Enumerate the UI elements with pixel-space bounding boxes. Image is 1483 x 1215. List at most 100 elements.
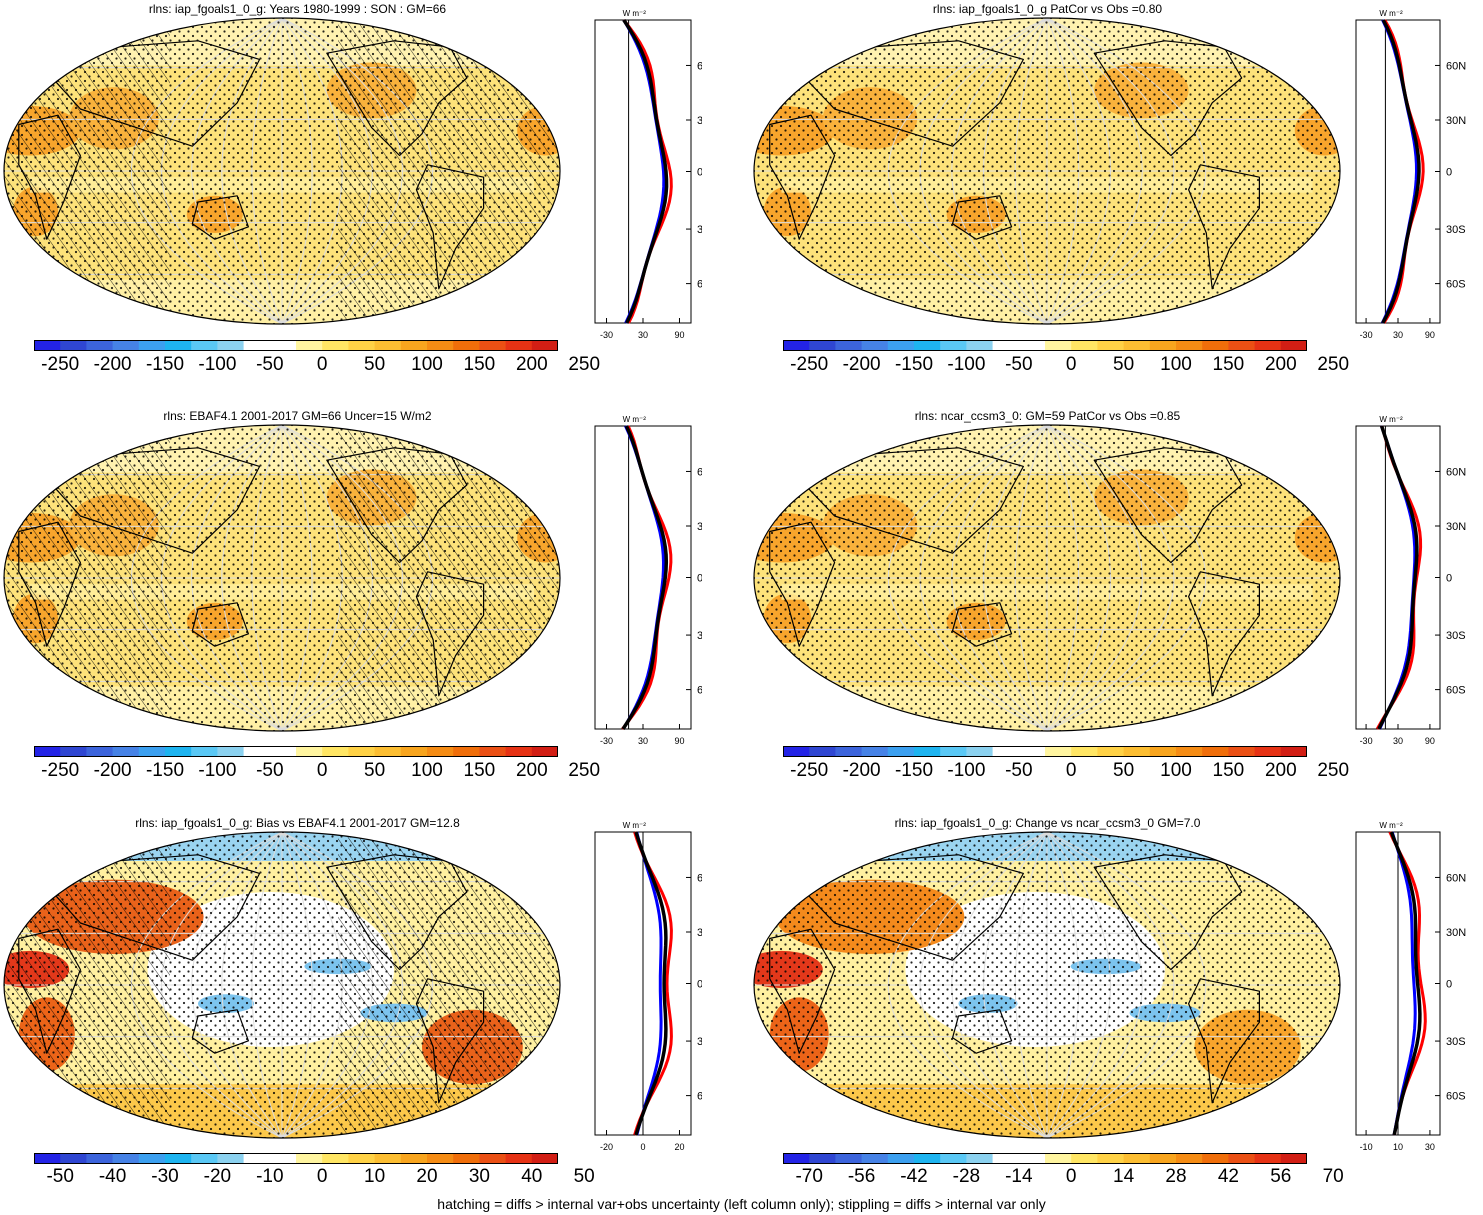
zonal-x-tick-label: 30 bbox=[638, 330, 648, 340]
colorbar-swatch bbox=[1123, 1153, 1151, 1164]
colorbar-tick-label: -30 bbox=[151, 1166, 179, 1187]
colorbar-tick-label: -100 bbox=[947, 354, 986, 375]
colorbar-swatch bbox=[887, 340, 915, 351]
colorbar-swatch bbox=[269, 1153, 297, 1164]
colorbar-swatch bbox=[783, 340, 810, 351]
lat-tick-label: 0 bbox=[1446, 573, 1452, 585]
lat-tick-label: 30N bbox=[1446, 927, 1466, 939]
colorbar-5 bbox=[34, 1153, 558, 1164]
colorbar-swatch bbox=[86, 1153, 114, 1164]
colorbar-swatch bbox=[1280, 746, 1307, 757]
zonal-x-tick-label: 90 bbox=[1425, 736, 1435, 746]
colorbar-swatch bbox=[112, 746, 140, 757]
coastline bbox=[1252, 27, 1296, 60]
colorbar-swatch bbox=[861, 1153, 889, 1164]
colorbar-swatch bbox=[348, 340, 376, 351]
colorbar-tick-label: 0 bbox=[316, 760, 328, 781]
lat-tick-label: 30N bbox=[697, 521, 702, 533]
lat-tick-label: 60N bbox=[697, 60, 702, 72]
colorbar-tick-label: 200 bbox=[1264, 760, 1297, 781]
colorbar-tick-label: 100 bbox=[411, 760, 443, 781]
colorbar-swatch bbox=[966, 340, 994, 351]
zonal-x-tick-label: -10 bbox=[1360, 1142, 1373, 1152]
colorbar-frame bbox=[783, 340, 1307, 351]
colorbar-tick-label: -40 bbox=[98, 1166, 127, 1187]
colorbar-swatch bbox=[505, 340, 533, 351]
zonal-x-tick-label: 30 bbox=[1393, 736, 1403, 746]
map-panel-1 bbox=[3, 17, 561, 325]
colorbar-tick-label: -42 bbox=[900, 1166, 928, 1187]
lat-tick-label: 0 bbox=[1446, 167, 1452, 179]
colorbar-swatch bbox=[1071, 1153, 1098, 1164]
zonal-mean-panel-4: W m⁻² 60N 30N 0 30S 60S -30 30 90 bbox=[1355, 415, 1466, 746]
colorbar-swatch bbox=[165, 746, 192, 757]
map-panel-2 bbox=[753, 17, 1341, 325]
lat-tick-label: 30N bbox=[697, 115, 702, 127]
colorbar-swatch bbox=[887, 746, 915, 757]
coastline bbox=[1252, 841, 1296, 874]
colorbar-tick-label: 40 bbox=[521, 1166, 543, 1187]
lat-tick-label: 30S bbox=[1446, 630, 1466, 642]
colorbar-tick-label: -50 bbox=[46, 1166, 74, 1187]
colorbar-swatch bbox=[34, 1153, 61, 1164]
colorbar-swatch bbox=[1018, 746, 1046, 757]
colorbar-swatch bbox=[1018, 340, 1046, 351]
colorbar-labels-5: -50 -40 -30 -20 -10 0 10 20 30 40 50 bbox=[34, 1166, 594, 1190]
colorbar-swatch bbox=[1149, 1153, 1177, 1164]
colorbar-tick-label: -250 bbox=[41, 354, 80, 375]
colorbar-swatch bbox=[138, 1153, 166, 1164]
zonal-x-tick-label: 90 bbox=[1425, 330, 1435, 340]
colorbar-tick-label: 28 bbox=[1165, 1166, 1187, 1187]
colorbar-labels-3: -250 -200 -150 -100 -50 0 50 100 150 200 250 bbox=[34, 760, 600, 784]
colorbar-frame bbox=[34, 1153, 558, 1164]
lat-tick-label: 30N bbox=[1446, 521, 1466, 533]
stippling bbox=[754, 832, 1340, 1138]
colorbar-tick-label: 100 bbox=[1160, 354, 1192, 375]
colorbar-swatch bbox=[374, 746, 402, 757]
colorbar-tick-label: 250 bbox=[568, 760, 601, 781]
panel-title-5: rlns: iap_fgoals1_0_g: Bias vs EBAF4.1 2… bbox=[135, 816, 460, 830]
colorbar-swatch bbox=[1071, 746, 1098, 757]
zonal-mean-panel-3: W m⁻² 60N 30N 0 30S 60S -30 30 90 bbox=[594, 415, 702, 746]
zonal-x-tick-label: 30 bbox=[1425, 1142, 1435, 1152]
colorbar-swatch bbox=[296, 1153, 323, 1164]
colorbar-swatch bbox=[1045, 746, 1072, 757]
colorbar-swatch bbox=[453, 1153, 480, 1164]
colorbar-swatch bbox=[783, 1153, 810, 1164]
map-panel-6 bbox=[753, 831, 1341, 1139]
colorbar-6 bbox=[783, 1153, 1307, 1164]
map-border bbox=[3, 17, 561, 325]
zonal-unit-label: W m⁻² bbox=[1379, 9, 1403, 18]
colorbar-swatch bbox=[1202, 746, 1229, 757]
colorbar-swatch bbox=[191, 1153, 218, 1164]
zonal-mean-panel-1: W m⁻² 60N 30N 0 30S 60S -30 30 90 bbox=[594, 9, 702, 340]
zonal-x-tick-label: -30 bbox=[600, 736, 613, 746]
map-border bbox=[753, 424, 1341, 732]
zonal-x-tick-label: 20 bbox=[674, 1142, 684, 1152]
colorbar-tick-label: 100 bbox=[1160, 760, 1192, 781]
colorbar-tick-label: 0 bbox=[316, 1166, 328, 1187]
colorbar-swatch bbox=[427, 1153, 454, 1164]
colorbar-swatch bbox=[1123, 746, 1151, 757]
coastline bbox=[477, 434, 518, 467]
map-panel-5 bbox=[3, 831, 561, 1139]
colorbar-swatch bbox=[453, 340, 480, 351]
colorbar-swatch bbox=[809, 340, 836, 351]
lat-tick-label: 60S bbox=[697, 1091, 702, 1103]
colorbar-swatch bbox=[296, 340, 323, 351]
colorbar-swatch bbox=[243, 746, 271, 757]
map-border bbox=[3, 831, 561, 1139]
colorbar-swatch bbox=[1228, 1153, 1256, 1164]
colorbar-tick-label: 50 bbox=[573, 1166, 595, 1187]
colorbar-tick-label: 56 bbox=[1270, 1166, 1292, 1187]
lat-tick-label: 30S bbox=[697, 630, 702, 642]
zonal-x-tick-label: 90 bbox=[674, 736, 684, 746]
colorbar-swatch bbox=[427, 746, 454, 757]
colorbar-swatch bbox=[1097, 340, 1125, 351]
colorbar-swatch bbox=[1176, 1153, 1203, 1164]
colorbar-swatch bbox=[322, 1153, 349, 1164]
zonal-mean-panel-2: W m⁻² 60N 30N 0 30S 60S -30 30 90 bbox=[1355, 9, 1466, 340]
colorbar-swatch bbox=[243, 1153, 271, 1164]
colorbar-swatch bbox=[1149, 340, 1177, 351]
